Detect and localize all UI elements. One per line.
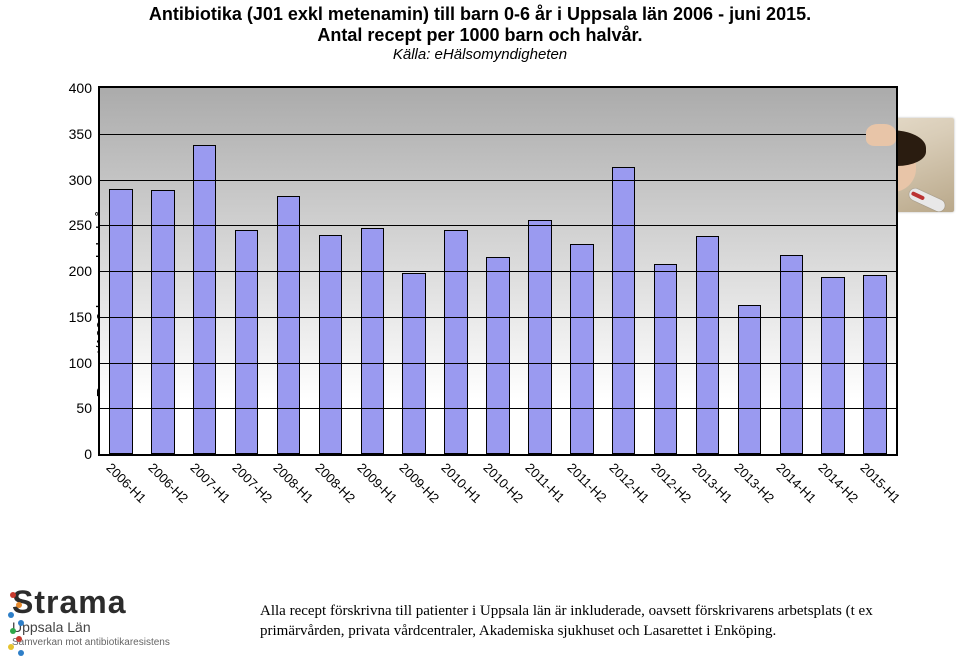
logo-dot (8, 644, 14, 650)
y-tick: 150 (69, 309, 92, 325)
bar (444, 230, 467, 454)
y-tick: 350 (69, 126, 92, 142)
x-tick: 2009-H1 (355, 460, 401, 506)
x-tick: 2012-H2 (648, 460, 694, 506)
page-root: Antibiotika (J01 exkl metenamin) till ba… (0, 0, 960, 672)
x-tick: 2014-H1 (774, 460, 820, 506)
plot-area: 0501001502002503003504002006-H12006-H220… (98, 86, 898, 456)
bar (486, 257, 509, 454)
bar (570, 244, 593, 454)
y-tick: 300 (69, 172, 92, 188)
y-tick: 50 (76, 400, 92, 416)
x-tick: 2011-H1 (522, 460, 567, 505)
grid-line (100, 408, 896, 409)
x-tick: 2007-H2 (229, 460, 275, 506)
logo-tagline: Samverkan mot antibiotikaresistens (12, 637, 232, 648)
logo-dots (8, 590, 22, 650)
logo-dot (8, 612, 14, 618)
strama-logo: Strama Uppsala Län Samverkan mot antibio… (12, 584, 232, 658)
x-tick: 2008-H1 (271, 460, 317, 506)
logo-dot (18, 620, 24, 626)
y-tick: 200 (69, 263, 92, 279)
x-tick: 2006-H1 (103, 460, 149, 506)
logo-text: Strama (12, 584, 232, 621)
grid-line (100, 225, 896, 226)
grid-line (100, 271, 896, 272)
x-tick: 2008-H2 (313, 460, 359, 506)
bar (821, 277, 844, 454)
logo-dot (10, 592, 16, 598)
grid-line (100, 180, 896, 181)
logo-dot (16, 636, 22, 642)
grid-line (100, 134, 896, 135)
footer-caption: Alla recept förskrivna till patienter i … (260, 602, 950, 641)
bar (863, 275, 886, 454)
bar (319, 235, 342, 454)
bar (361, 228, 384, 454)
caption-line2: primärvården, privata vårdcentraler, Aka… (260, 623, 776, 639)
chart-source: Källa: eHälsomyndigheten (0, 46, 960, 63)
caption-line1: Alla recept förskrivna till patienter i … (260, 603, 873, 619)
chart-title-block: Antibiotika (J01 exkl metenamin) till ba… (0, 0, 960, 63)
logo-dot (18, 650, 24, 656)
bar (696, 236, 719, 454)
chart-area: Recept/1000 barn och halvår 050100150200… (44, 86, 914, 516)
x-tick: 2006-H2 (145, 460, 191, 506)
logo-dot (16, 602, 22, 608)
grid-line (100, 363, 896, 364)
chart-title-line2: Antal recept per 1000 barn och halvår. (0, 25, 960, 46)
x-tick: 2012-H1 (606, 460, 652, 506)
x-tick: 2009-H2 (397, 460, 443, 506)
bar (528, 220, 551, 454)
x-tick: 2010-H1 (438, 460, 484, 506)
y-tick: 0 (84, 446, 92, 462)
x-tick: 2010-H2 (480, 460, 526, 506)
chart-title-line1: Antibiotika (J01 exkl metenamin) till ba… (0, 4, 960, 25)
x-tick: 2014-H2 (816, 460, 862, 506)
bar (151, 190, 174, 454)
logo-subtitle: Uppsala Län (12, 619, 232, 635)
y-tick: 250 (69, 217, 92, 233)
footer: Strama Uppsala Län Samverkan mot antibio… (10, 584, 950, 662)
grid-line (100, 317, 896, 318)
x-tick: 2013-H1 (690, 460, 736, 506)
bar (654, 264, 677, 454)
x-tick: 2011-H2 (564, 460, 609, 505)
bar (780, 255, 803, 454)
bar (738, 305, 761, 454)
bar (235, 230, 258, 454)
bar (109, 189, 132, 454)
logo-dot (10, 628, 16, 634)
bar (277, 196, 300, 454)
bar (612, 167, 635, 454)
x-tick: 2013-H2 (732, 460, 778, 506)
y-tick: 400 (69, 80, 92, 96)
x-tick: 2007-H1 (187, 460, 233, 506)
y-tick: 100 (69, 355, 92, 371)
x-tick: 2015-H1 (857, 460, 903, 506)
